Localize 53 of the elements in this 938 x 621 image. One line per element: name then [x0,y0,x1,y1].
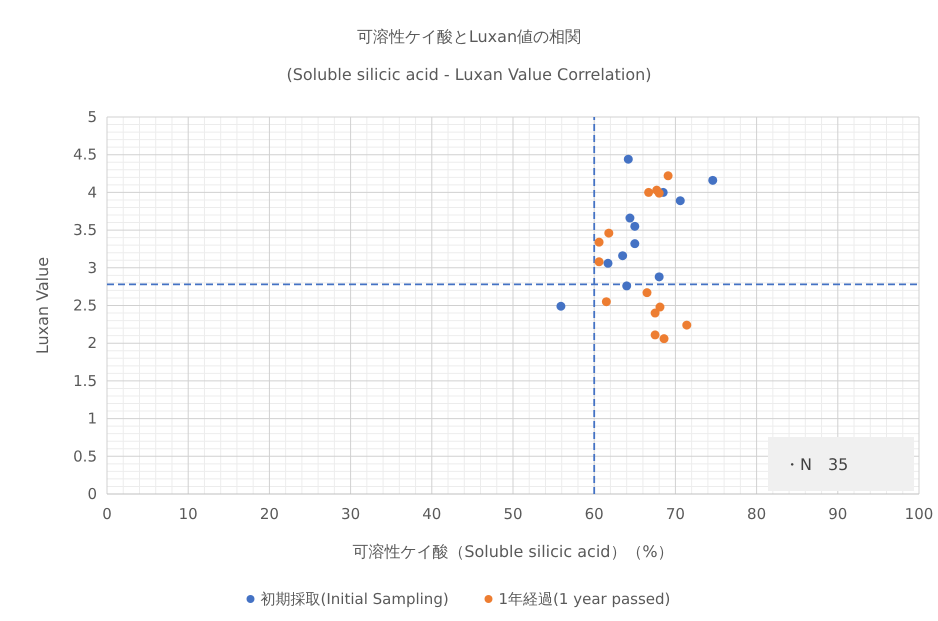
x-tick-label: 100 [904,505,934,523]
point [625,214,634,223]
point [556,302,566,311]
y-tick-label: 0 [87,485,97,503]
legend-label: 1年経過(1 year passed) [498,590,670,608]
y-tick-label: 4 [87,183,97,202]
point [624,154,633,164]
point [682,320,692,330]
point [630,222,640,231]
y-tick-label: 1 [87,410,97,428]
point [630,239,640,248]
x-tick-label: 90 [828,505,848,523]
x-tick-label: 70 [666,505,685,523]
x-axis-title: 可溶性ケイ酸（Soluble silicic acid）（%） [352,542,674,561]
annotation: ・N 35 [784,455,848,474]
point [660,334,669,344]
point [655,302,664,312]
point [644,188,654,197]
point [650,308,660,318]
y-tick-label: 2.5 [73,296,97,314]
chart-subtitle: (Soluble silicic acid - Luxan Value Correlation) [286,65,652,84]
y-tick-label: 5 [87,108,97,126]
point [664,171,673,180]
x-tick-label: 20 [260,505,279,523]
x-tick-label: 10 [178,505,198,523]
x-tick-label: 30 [341,505,360,523]
point [604,258,613,268]
y-tick-label: 3.5 [73,221,97,240]
point [654,272,664,282]
x-tick-label: 40 [422,505,442,523]
x-tick-label: 60 [584,505,604,523]
point [708,176,718,185]
point [602,297,611,306]
x-tick-label: 80 [747,505,766,523]
point [642,288,652,298]
point [618,251,628,260]
point [650,330,660,340]
y-tick-label: 0.5 [73,447,97,466]
legend-label: 初期採取(Initial Sampling) [260,590,449,608]
y-tick-label: 3 [87,258,97,277]
y-tick-label: 2 [87,334,97,352]
y-tick-label: 4.5 [73,146,97,164]
x-tick-label: 0 [102,505,112,523]
point [654,188,664,198]
point [622,281,632,290]
y-axis-title: Luxan Value [33,256,52,354]
point [594,238,604,247]
chart-title: 可溶性ケイ酸とLuxan値の相関 [356,27,582,46]
point [676,196,685,206]
y-tick-label: 1.5 [73,372,97,390]
x-tick-label: 50 [503,505,523,523]
point [604,228,614,238]
point [594,257,604,266]
